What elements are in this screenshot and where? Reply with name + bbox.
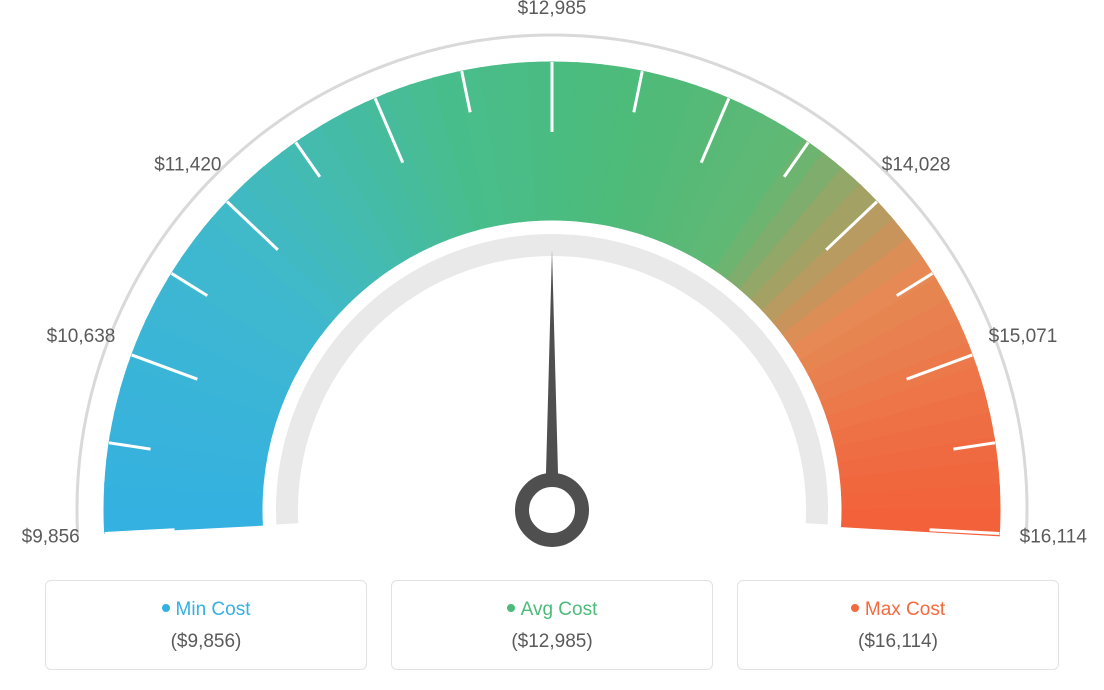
legend-min-box: Min Cost ($9,856) xyxy=(45,580,367,670)
scale-label: $12,985 xyxy=(518,0,587,19)
legend-row: Min Cost ($9,856) Avg Cost ($12,985) Max… xyxy=(45,580,1059,670)
legend-min-label: Min Cost xyxy=(58,599,354,621)
needle xyxy=(545,250,559,510)
gauge-svg: $9,856 $10,638 $11,420 $12,985 $14,028 $15,07… xyxy=(0,0,1104,550)
legend-min-value: ($9,856) xyxy=(58,631,354,653)
legend-avg-dot-icon xyxy=(507,604,515,612)
legend-min-dot-icon xyxy=(162,604,170,612)
gauge-area: $9,856 $10,638 $11,420 $12,985 $14,028 $15,07… xyxy=(0,0,1104,550)
scale-label: $10,638 xyxy=(47,326,116,347)
legend-max-box: Max Cost ($16,114) xyxy=(737,580,1059,670)
legend-max-dot-icon xyxy=(851,604,859,612)
scale-label: $14,028 xyxy=(882,154,951,175)
scale-label: $11,420 xyxy=(154,154,221,175)
scale-label: $9,856 xyxy=(22,526,80,547)
legend-avg-label: Avg Cost xyxy=(404,599,700,621)
legend-avg-value: ($12,985) xyxy=(404,631,700,653)
legend-max-label-text: Max Cost xyxy=(865,599,945,620)
scale-label: $15,071 xyxy=(989,326,1058,347)
needle-hub xyxy=(522,480,582,540)
scale-label: $16,114 xyxy=(1020,526,1088,547)
cost-gauge-chart: $9,856 $10,638 $11,420 $12,985 $14,028 $15,07… xyxy=(0,0,1104,690)
legend-min-label-text: Min Cost xyxy=(176,599,251,620)
legend-avg-box: Avg Cost ($12,985) xyxy=(391,580,713,670)
legend-max-label: Max Cost xyxy=(750,599,1046,621)
legend-max-value: ($16,114) xyxy=(750,631,1046,653)
legend-avg-label-text: Avg Cost xyxy=(521,599,598,620)
